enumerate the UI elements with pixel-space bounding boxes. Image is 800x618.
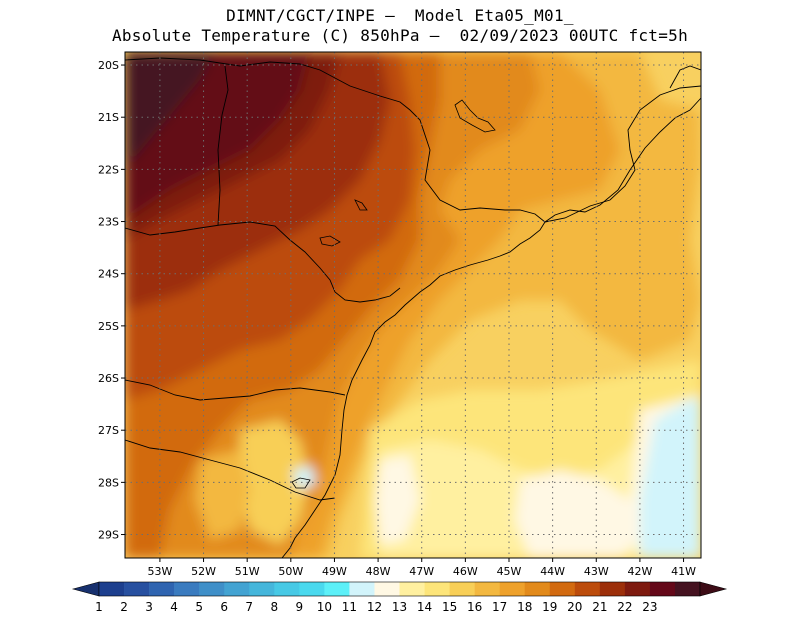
- colorbar-swatch: [599, 582, 626, 596]
- colorbar-label: 5: [195, 600, 203, 614]
- colorbar-label: 4: [170, 600, 178, 614]
- colorbar-swatch: [99, 582, 125, 596]
- colorbar-swatch: [149, 582, 175, 596]
- axis-ticks: [121, 64, 685, 562]
- colorbar-label: 10: [317, 600, 332, 614]
- border-ms-pr: [217, 65, 229, 226]
- colorbar: 1 2 3 4 5 6 7 8 9 10 11 12 13 14 15 16 17 18 19 20 21 22 23: [71, 581, 728, 614]
- lat-label: 24S: [98, 268, 119, 281]
- colorbar-swatch: [324, 582, 350, 596]
- lon-label: 47W: [409, 565, 434, 578]
- lon-label: 48W: [366, 565, 391, 578]
- graticule: [125, 52, 701, 558]
- colorbar-swatch: [399, 582, 425, 596]
- lon-label: 45W: [497, 565, 522, 578]
- colorbar-swatch: [549, 582, 576, 596]
- lon-label: 53W: [147, 565, 172, 578]
- lon-label: 46W: [453, 565, 478, 578]
- colorbar-label: 14: [417, 600, 432, 614]
- plot-frame: [124, 51, 702, 559]
- lat-label: 21S: [98, 111, 119, 124]
- colorbar-label: 2: [120, 600, 128, 614]
- lon-label: 41W: [671, 565, 696, 578]
- colorbar-label: 12: [367, 600, 382, 614]
- lon-label: 51W: [235, 565, 260, 578]
- colorbar-label: 13: [392, 600, 407, 614]
- colorbar-label: 18: [517, 600, 532, 614]
- colorbar-label: 21: [592, 600, 607, 614]
- colorbar-swatch: [199, 582, 225, 596]
- coastline: [281, 97, 701, 558]
- lon-label: 42W: [627, 565, 652, 578]
- lon-label: 52W: [191, 565, 216, 578]
- latitude-labels: 20S 21S 22S 23S 24S 25S 26S 27S 28S 29S: [98, 59, 119, 541]
- lat-label: 27S: [98, 424, 119, 437]
- lat-label: 25S: [98, 320, 119, 333]
- lon-label: 44W: [540, 565, 565, 578]
- lon-label: 50W: [278, 565, 303, 578]
- lat-label: 20S: [98, 59, 119, 72]
- lat-label: 23S: [98, 216, 119, 229]
- colorbar-swatch: [249, 582, 275, 596]
- colorbar-label: 23: [642, 600, 657, 614]
- longitude-labels: 53W 52W 51W 50W 49W 48W 47W 46W 45W 44W 43W 42W 41W: [147, 565, 696, 578]
- colorbar-label: 8: [270, 600, 278, 614]
- colorbar-swatch: [374, 582, 400, 596]
- lakes: [291, 99, 496, 489]
- colorbar-swatch: [524, 582, 551, 596]
- lon-label: 49W: [322, 565, 347, 578]
- colorbar-swatch: [124, 582, 150, 596]
- colorbar-label: 20: [567, 600, 582, 614]
- colorbar-swatch: [299, 582, 325, 596]
- lat-label: 22S: [98, 163, 119, 176]
- colorbar-arrow-high: [699, 581, 728, 597]
- colorbar-swatch: [349, 582, 375, 596]
- colorbar-swatch: [574, 582, 601, 596]
- colorbar-swatch: [274, 582, 300, 596]
- border-sp-pr: [125, 221, 401, 303]
- colorbar-swatch: [474, 582, 500, 596]
- colorbar-label: 1: [95, 600, 103, 614]
- border-mg-sp: [125, 57, 546, 223]
- colorbar-label: 7: [245, 600, 253, 614]
- colorbar-label: 9: [296, 600, 304, 614]
- temperature-field: [125, 52, 701, 558]
- colorbar-swatch: [674, 582, 701, 596]
- border-pr-sc: [125, 379, 346, 401]
- border-es-mg: [669, 65, 701, 89]
- colorbar-label: 16: [467, 600, 482, 614]
- colorbar-arrow-low: [71, 581, 100, 597]
- colorbar-label: 11: [342, 600, 357, 614]
- lat-label: 28S: [98, 476, 119, 489]
- lat-label: 29S: [98, 529, 119, 542]
- colorbar-swatch: [424, 582, 450, 596]
- colorbar-label: 15: [442, 600, 457, 614]
- lat-label: 26S: [98, 372, 119, 385]
- colorbar-swatch: [224, 582, 250, 596]
- colorbar-swatch: [649, 582, 676, 596]
- colorbar-label: 17: [492, 600, 507, 614]
- lon-label: 43W: [584, 565, 609, 578]
- colorbar-swatch: [499, 582, 526, 596]
- state-borders: [125, 57, 701, 558]
- chart-title-line1: DIMNT/CGCT/INPE – Model Eta05_M01_: [226, 6, 574, 25]
- colorbar-label: 3: [145, 600, 153, 614]
- colorbar-label: 22: [617, 600, 632, 614]
- colorbar-swatch: [449, 582, 475, 596]
- colorbar-swatch: [174, 582, 200, 596]
- colorbar-label: 6: [220, 600, 228, 614]
- colorbar-swatch: [624, 582, 651, 596]
- chart-title-line2: Absolute Temperature (C) 850hPa – 02/09/…: [111, 26, 689, 45]
- border-mg-rj: [544, 85, 701, 223]
- colorbar-label: 19: [542, 600, 557, 614]
